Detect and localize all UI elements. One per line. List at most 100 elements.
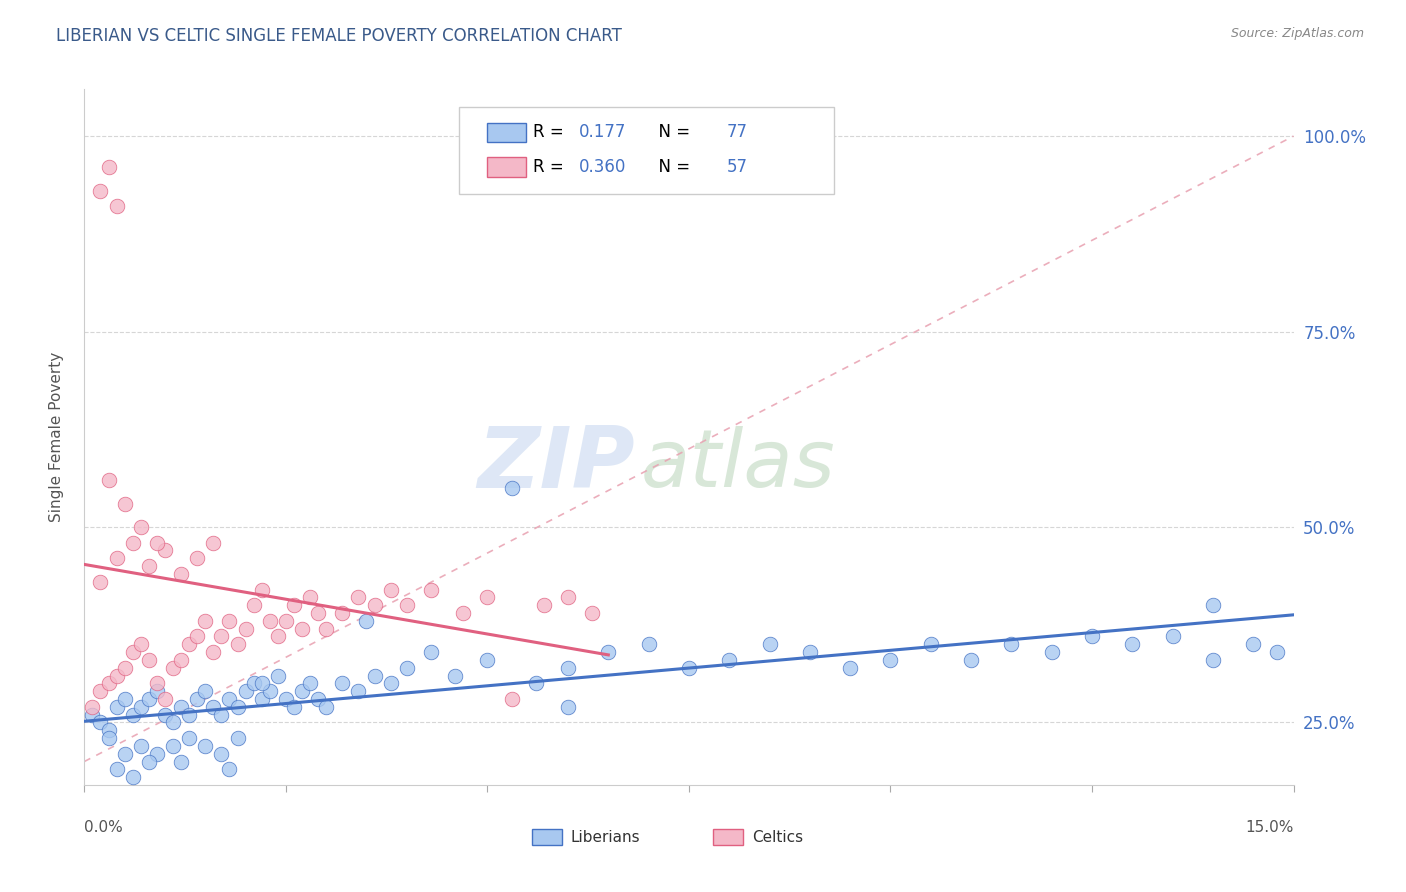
Point: [581, 606, 603, 620]
Point: [380, 582, 402, 597]
Y-axis label: Single Female Poverty: Single Female Poverty: [49, 352, 63, 522]
Text: N =: N =: [648, 123, 695, 141]
Point: [1040, 645, 1063, 659]
Point: [420, 582, 443, 597]
Point: [1000, 637, 1022, 651]
Point: [129, 699, 152, 714]
Point: [105, 699, 128, 714]
Point: [420, 645, 443, 659]
Point: [89, 684, 111, 698]
Point: [179, 707, 201, 722]
Text: R =: R =: [533, 158, 569, 176]
Point: [1121, 637, 1143, 651]
Point: [533, 598, 555, 612]
Point: [330, 606, 353, 620]
Text: Liberians: Liberians: [571, 830, 640, 845]
Point: [114, 661, 136, 675]
Bar: [486, 122, 526, 142]
Point: [97, 731, 120, 745]
Point: [105, 668, 128, 682]
Point: [299, 591, 322, 605]
Point: [718, 653, 741, 667]
Point: [218, 692, 240, 706]
Point: [218, 762, 240, 776]
Point: [444, 668, 467, 682]
Point: [347, 684, 370, 698]
Point: [242, 598, 264, 612]
Point: [557, 661, 579, 675]
Point: [1161, 629, 1184, 643]
Point: [1202, 653, 1225, 667]
Point: [114, 747, 136, 761]
Text: Celtics: Celtics: [752, 830, 803, 845]
Point: [202, 535, 225, 549]
Point: [97, 161, 120, 175]
Point: [315, 699, 337, 714]
Bar: [713, 829, 744, 846]
Point: [477, 591, 499, 605]
Point: [209, 747, 232, 761]
Point: [274, 614, 297, 628]
Point: [226, 637, 249, 651]
Point: [356, 614, 378, 628]
Point: [250, 676, 273, 690]
Point: [363, 668, 385, 682]
Point: [1202, 598, 1225, 612]
Point: [226, 731, 249, 745]
Point: [179, 731, 201, 745]
Text: LIBERIAN VS CELTIC SINGLE FEMALE POVERTY CORRELATION CHART: LIBERIAN VS CELTIC SINGLE FEMALE POVERTY…: [56, 27, 621, 45]
Point: [114, 692, 136, 706]
Point: [637, 637, 659, 651]
Point: [194, 614, 217, 628]
Point: [153, 543, 176, 558]
Point: [138, 755, 160, 769]
Point: [274, 692, 297, 706]
Point: [194, 684, 217, 698]
Point: [138, 653, 160, 667]
Point: [209, 629, 232, 643]
Point: [501, 692, 523, 706]
Point: [267, 629, 290, 643]
Point: [162, 661, 184, 675]
Point: [524, 676, 547, 690]
Point: [82, 707, 104, 722]
Point: [291, 684, 314, 698]
Point: [557, 591, 579, 605]
Point: [105, 551, 128, 566]
Point: [315, 622, 337, 636]
Point: [194, 739, 217, 753]
Point: [170, 699, 193, 714]
Point: [114, 496, 136, 510]
Point: [162, 739, 184, 753]
Point: [799, 645, 821, 659]
FancyBboxPatch shape: [460, 106, 834, 194]
Point: [250, 582, 273, 597]
Text: ZIP: ZIP: [477, 424, 634, 507]
Point: [920, 637, 942, 651]
Point: [209, 707, 232, 722]
Text: atlas: atlas: [641, 425, 835, 504]
Text: 77: 77: [727, 123, 748, 141]
Point: [307, 692, 329, 706]
Point: [146, 676, 169, 690]
Point: [186, 629, 208, 643]
Point: [146, 747, 169, 761]
Text: 57: 57: [727, 158, 748, 176]
Text: 0.0%: 0.0%: [84, 820, 124, 835]
Point: [330, 676, 353, 690]
Point: [97, 723, 120, 738]
Point: [170, 653, 193, 667]
Point: [242, 676, 264, 690]
Point: [267, 668, 290, 682]
Point: [97, 676, 120, 690]
Text: N =: N =: [648, 158, 695, 176]
Text: R =: R =: [533, 123, 569, 141]
Point: [291, 622, 314, 636]
Point: [259, 614, 281, 628]
Point: [82, 699, 104, 714]
Bar: [486, 157, 526, 177]
Point: [89, 715, 111, 730]
Point: [186, 551, 208, 566]
Point: [598, 645, 620, 659]
Point: [105, 762, 128, 776]
